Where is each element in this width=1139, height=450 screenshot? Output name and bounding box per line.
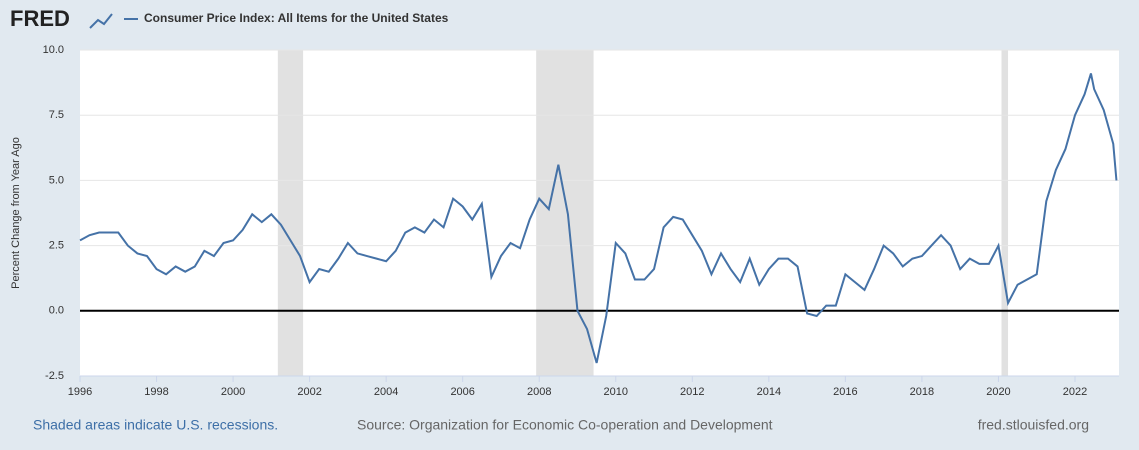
x-tick-label: 2004: [374, 386, 398, 398]
x-tick-label: 2014: [757, 386, 781, 398]
x-tick-label: 2008: [527, 386, 551, 398]
x-tick-label: 1996: [68, 386, 92, 398]
x-tick-label: 2020: [986, 386, 1010, 398]
recession-band: [1001, 50, 1009, 376]
x-tick-label: 2018: [910, 386, 934, 398]
y-tick-label: -2.5: [45, 370, 64, 382]
x-tick-label: 2010: [604, 386, 628, 398]
x-tick-label: 2002: [297, 386, 321, 398]
source: Source: Organization for Economic Co-ope…: [357, 417, 773, 433]
y-tick-label: 10.0: [43, 44, 64, 56]
legend-label: Consumer Price Index: All Items for the …: [144, 11, 449, 25]
x-tick-label: 2012: [680, 386, 704, 398]
y-tick-label: 5.0: [49, 174, 64, 186]
logo-icon: [89, 13, 113, 29]
plot-area: [80, 50, 1119, 376]
logo: FRED: [10, 6, 70, 31]
y-axis-label: Percent Change from Year Ago: [10, 137, 22, 289]
x-tick-label: 2000: [221, 386, 245, 398]
recession-note[interactable]: Shaded areas indicate U.S. recessions.: [33, 417, 278, 433]
x-tick-label: 2006: [450, 386, 474, 398]
x-tick-label: 2016: [833, 386, 857, 398]
series-line: [79, 73, 1118, 364]
site[interactable]: fred.stlouisfed.org: [978, 417, 1089, 433]
y-tick-label: 0.0: [49, 305, 64, 317]
recession-band: [277, 50, 304, 376]
y-tick-label: 7.5: [49, 109, 64, 121]
x-tick-label: 2022: [1063, 386, 1087, 398]
x-tick-label: 1998: [144, 386, 168, 398]
y-tick-label: 2.5: [49, 240, 64, 252]
